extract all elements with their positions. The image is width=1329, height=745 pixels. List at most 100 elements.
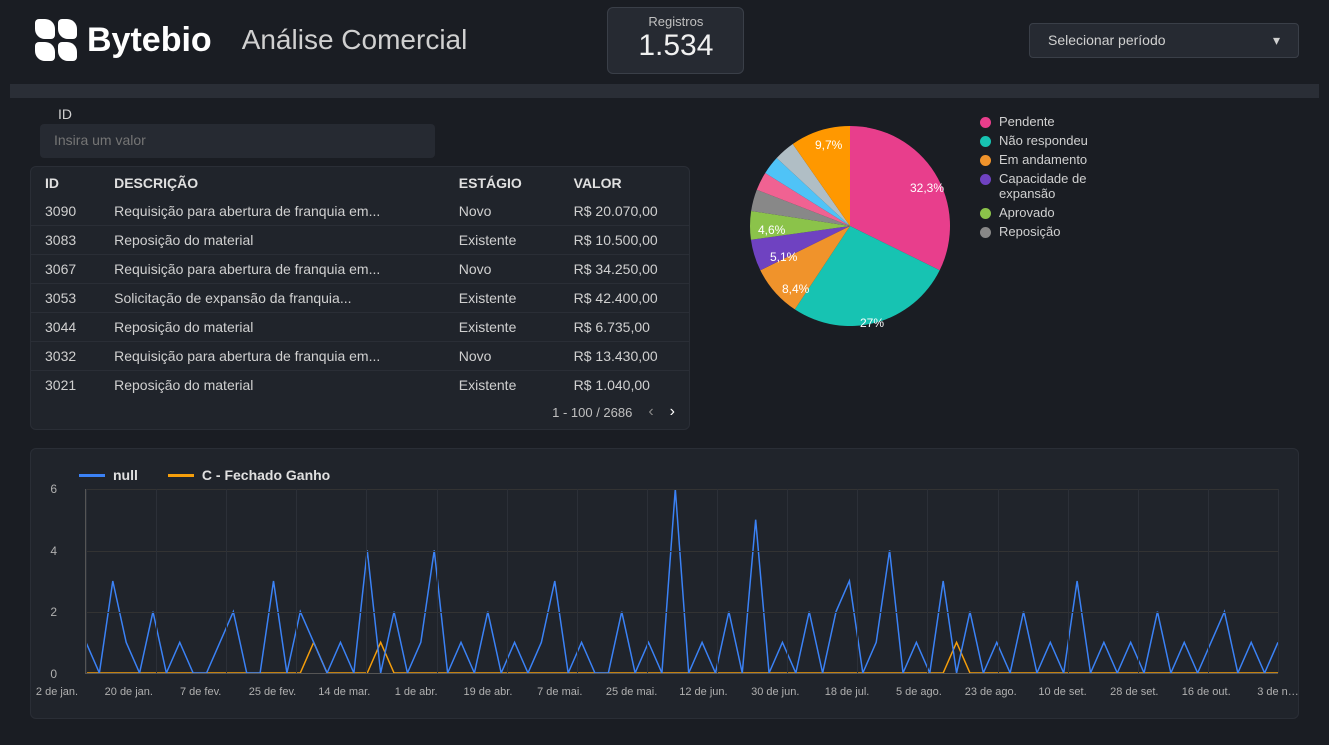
col-header-desc[interactable]: DESCRIÇÃO	[104, 167, 449, 197]
table-row[interactable]: 3083Reposição do materialExistenteR$ 10.…	[31, 226, 689, 255]
table-cell: 3044	[31, 313, 104, 342]
legend-swatch	[980, 136, 991, 147]
registros-label: Registros	[638, 14, 713, 29]
table-cell: 3090	[31, 197, 104, 226]
line-legend-item[interactable]: C - Fechado Ganho	[168, 467, 330, 483]
table-cell: Existente	[449, 226, 564, 255]
pie-slice-label: 27%	[860, 316, 884, 330]
table-cell: Reposição do material	[104, 371, 449, 400]
line-chart-card: nullC - Fechado Ganho 0246 2 de jan.20 d…	[30, 448, 1299, 719]
table-cell: R$ 13.430,00	[564, 342, 689, 371]
line-legend-swatch	[79, 474, 105, 477]
x-tick-label: 12 de jun.	[679, 686, 727, 698]
id-filter-wrap[interactable]	[40, 124, 435, 158]
y-tick-label: 2	[50, 605, 57, 619]
legend-label: Pendente	[999, 114, 1055, 129]
line-series	[86, 642, 1278, 673]
pie-slice-label: 9,7%	[815, 138, 842, 152]
x-tick-label: 30 de jun.	[751, 686, 799, 698]
pie-slice-label: 4,6%	[758, 223, 785, 237]
table-cell: R$ 42.400,00	[564, 284, 689, 313]
line-legend-item[interactable]: null	[79, 467, 138, 483]
legend-label: Reposição	[999, 224, 1060, 239]
legend-swatch	[980, 227, 991, 238]
pie-legend: Pendente Não respondeu Em andamento Capacid…	[980, 114, 1109, 243]
legend-item[interactable]: Pendente	[980, 114, 1109, 129]
pagination-text: 1 - 100 / 2686	[552, 405, 632, 420]
period-placeholder: Selecionar período	[1048, 32, 1166, 48]
legend-swatch	[980, 117, 991, 128]
col-header-value[interactable]: VALOR	[564, 167, 689, 197]
table-cell: 3032	[31, 342, 104, 371]
col-header-id[interactable]: ID	[31, 167, 104, 197]
next-page-button[interactable]: ›	[670, 403, 675, 421]
line-legend-label: C - Fechado Ganho	[202, 467, 330, 483]
legend-label: Capacidade de expansão	[999, 171, 1109, 201]
x-tick-label: 3 de n…	[1257, 686, 1299, 698]
table-cell: Novo	[449, 197, 564, 226]
logo: Bytebio	[35, 19, 212, 61]
x-tick-label: 7 de mai.	[537, 686, 582, 698]
id-filter-input[interactable]	[54, 132, 421, 148]
legend-item[interactable]: Em andamento	[980, 152, 1109, 167]
period-selector[interactable]: Selecionar período ▾	[1029, 23, 1299, 58]
table-cell: R$ 34.250,00	[564, 255, 689, 284]
legend-label: Não respondeu	[999, 133, 1088, 148]
x-tick-label: 25 de fev.	[249, 686, 297, 698]
x-tick-label: 19 de abr.	[463, 686, 512, 698]
table-row[interactable]: 3044Reposição do materialExistenteR$ 6.7…	[31, 313, 689, 342]
table-row[interactable]: 3021Reposição do materialExistenteR$ 1.0…	[31, 371, 689, 400]
data-table: ID DESCRIÇÃO ESTÁGIO VALOR 3090Requisiçã…	[31, 167, 689, 399]
line-chart-legend: null C - Fechado Ganho	[79, 467, 1278, 483]
legend-item[interactable]: Não respondeu	[980, 133, 1109, 148]
table-row[interactable]: 3032Requisição para abertura de franquia…	[31, 342, 689, 371]
table-cell: Existente	[449, 371, 564, 400]
data-table-card: ID DESCRIÇÃO ESTÁGIO VALOR 3090Requisiçã…	[30, 166, 690, 430]
table-cell: 3067	[31, 255, 104, 284]
legend-swatch	[980, 174, 991, 185]
legend-label: Em andamento	[999, 152, 1087, 167]
table-cell: Existente	[449, 313, 564, 342]
x-tick-label: 25 de mai.	[606, 686, 657, 698]
table-cell: Reposição do material	[104, 313, 449, 342]
paginator: 1 - 100 / 2686 ‹ ›	[31, 399, 689, 423]
legend-swatch	[980, 208, 991, 219]
table-cell: Requisição para abertura de franquia em.…	[104, 255, 449, 284]
chevron-down-icon: ▾	[1273, 32, 1280, 49]
x-tick-label: 28 de set.	[1110, 686, 1158, 698]
legend-label: Aprovado	[999, 205, 1055, 220]
pie-slice-label: 32,3%	[910, 181, 944, 195]
line-legend-label: null	[113, 467, 138, 483]
x-tick-label: 23 de ago.	[965, 686, 1017, 698]
registros-card: Registros 1.534	[607, 7, 744, 74]
table-row[interactable]: 3053Solicitação de expansão da franquia.…	[31, 284, 689, 313]
line-chart-plot[interactable]	[85, 489, 1278, 674]
prev-page-button[interactable]: ‹	[648, 403, 653, 421]
legend-item[interactable]: Capacidade de expansão	[980, 171, 1109, 201]
logo-text: Bytebio	[87, 21, 212, 60]
x-tick-label: 14 de mar.	[318, 686, 370, 698]
y-tick-label: 4	[50, 544, 57, 558]
pie-slice-label: 8,4%	[782, 282, 809, 296]
table-cell: R$ 20.070,00	[564, 197, 689, 226]
registros-value: 1.534	[638, 29, 713, 63]
legend-swatch	[980, 155, 991, 166]
table-row[interactable]: 3090Requisição para abertura de franquia…	[31, 197, 689, 226]
y-tick-label: 6	[50, 482, 57, 496]
logo-icon	[35, 19, 77, 61]
table-row[interactable]: 3067Requisição para abertura de franquia…	[31, 255, 689, 284]
col-header-stage[interactable]: ESTÁGIO	[449, 167, 564, 197]
table-cell: Requisição para abertura de franquia em.…	[104, 342, 449, 371]
line-legend-swatch	[168, 474, 194, 477]
table-cell: Requisição para abertura de franquia em.…	[104, 197, 449, 226]
legend-item[interactable]: Aprovado	[980, 205, 1109, 220]
x-tick-label: 1 de abr.	[395, 686, 438, 698]
table-cell: Reposição do material	[104, 226, 449, 255]
legend-item[interactable]: Reposição	[980, 224, 1109, 239]
table-cell: Novo	[449, 342, 564, 371]
table-cell: 3083	[31, 226, 104, 255]
x-tick-label: 2 de jan.	[36, 686, 78, 698]
x-tick-label: 5 de ago.	[896, 686, 942, 698]
x-tick-label: 16 de out.	[1182, 686, 1231, 698]
line-series	[86, 489, 1278, 673]
